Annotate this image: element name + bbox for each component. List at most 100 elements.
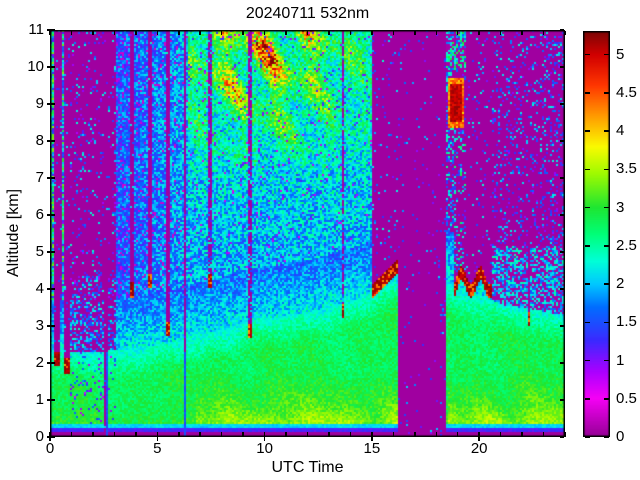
- tick-mark: [47, 177, 55, 179]
- tick-mark: [456, 31, 459, 35]
- tick-mark: [584, 283, 590, 285]
- tick-mark: [135, 31, 137, 35]
- tick-mark: [560, 214, 564, 216]
- y-tick-label: 7: [35, 169, 44, 186]
- tick-mark: [113, 432, 116, 437]
- tick-mark: [47, 288, 55, 290]
- tick-mark: [560, 103, 564, 105]
- y-tick-label: 4: [35, 280, 44, 297]
- tick-mark: [242, 432, 244, 437]
- y-tick-label: 8: [35, 132, 44, 149]
- tick-mark: [47, 29, 55, 31]
- tick-mark: [392, 432, 395, 437]
- tick-mark: [47, 66, 55, 68]
- tick-mark: [306, 432, 309, 437]
- tick-mark: [328, 31, 330, 35]
- x-tick-label: 5: [153, 440, 162, 457]
- tick-mark: [392, 31, 395, 35]
- tick-mark: [584, 321, 590, 324]
- tick-mark: [478, 432, 480, 441]
- tick-mark: [584, 436, 590, 438]
- tick-mark: [328, 432, 330, 437]
- tick-mark: [603, 130, 609, 132]
- y-tick-label: 2: [35, 354, 44, 371]
- tick-mark: [371, 432, 373, 441]
- tick-mark: [560, 66, 564, 68]
- tick-mark: [560, 29, 564, 31]
- tick-mark: [435, 31, 437, 35]
- tick-mark: [560, 288, 564, 290]
- tick-mark: [371, 31, 373, 35]
- tick-mark: [603, 359, 609, 362]
- tick-mark: [113, 31, 116, 35]
- tick-mark: [47, 251, 55, 253]
- tick-mark: [521, 31, 523, 35]
- tick-mark: [603, 283, 609, 285]
- colorbar-tick-label: 0: [616, 428, 625, 445]
- tick-mark: [542, 432, 545, 437]
- tick-mark: [263, 31, 266, 35]
- tick-mark: [499, 31, 502, 35]
- tick-mark: [584, 245, 590, 247]
- y-tick-label: 5: [35, 243, 44, 260]
- colorbar-tick-label: 1: [616, 351, 625, 369]
- tick-mark: [285, 432, 287, 437]
- x-tick-label: 10: [256, 440, 273, 457]
- tick-mark: [156, 432, 159, 441]
- tick-mark: [584, 92, 590, 94]
- tick-mark: [199, 31, 201, 35]
- tick-mark: [603, 398, 609, 400]
- tick-mark: [603, 206, 609, 209]
- tick-mark: [560, 399, 564, 401]
- tick-mark: [178, 31, 180, 35]
- tick-mark: [414, 31, 416, 35]
- tick-mark: [584, 53, 590, 56]
- tick-mark: [49, 31, 51, 35]
- tick-mark: [47, 214, 55, 216]
- tick-mark: [584, 206, 590, 209]
- tick-mark: [584, 398, 590, 400]
- colorbar-tick-label: 5: [616, 45, 625, 63]
- y-tick-label: 6: [35, 206, 44, 223]
- tick-mark: [306, 31, 309, 35]
- colorbar-tick-label: 4.5: [616, 83, 637, 101]
- tick-mark: [584, 359, 590, 362]
- tick-mark: [220, 432, 223, 437]
- colorbar-tick-label: 4: [616, 122, 625, 140]
- tick-mark: [564, 31, 566, 35]
- colorbar-tick-label: 2.5: [616, 236, 637, 254]
- colorbar: [583, 31, 610, 437]
- tick-mark: [47, 325, 55, 327]
- y-tick-label: 3: [35, 317, 44, 334]
- tick-mark: [47, 436, 55, 438]
- tick-mark: [47, 362, 55, 364]
- tick-mark: [156, 31, 159, 35]
- y-axis-label: Altitude [km]: [5, 188, 22, 278]
- x-tick-label: 20: [470, 440, 488, 457]
- tick-mark: [349, 31, 352, 35]
- tick-mark: [414, 432, 416, 437]
- tick-mark: [478, 31, 480, 35]
- tick-mark: [560, 251, 564, 253]
- tick-mark: [560, 362, 564, 364]
- x-axis-label: UTC Time: [271, 459, 344, 476]
- x-tick-label: 15: [363, 440, 381, 457]
- tick-mark: [603, 245, 609, 247]
- y-tick-label: 11: [28, 21, 44, 38]
- y-tick-label: 0: [35, 428, 44, 445]
- tick-mark: [603, 92, 609, 94]
- tick-mark: [603, 53, 609, 56]
- y-tick-label: 1: [35, 391, 44, 408]
- tick-mark: [92, 31, 94, 35]
- tick-mark: [564, 432, 566, 437]
- tick-mark: [199, 432, 201, 437]
- tick-mark: [135, 432, 137, 437]
- tick-mark: [242, 31, 244, 35]
- tick-mark: [285, 31, 287, 35]
- tick-mark: [70, 432, 73, 437]
- tick-mark: [178, 432, 180, 437]
- tick-mark: [560, 325, 564, 327]
- colorbar-tick-label: 2: [616, 275, 625, 293]
- tick-mark: [456, 432, 459, 437]
